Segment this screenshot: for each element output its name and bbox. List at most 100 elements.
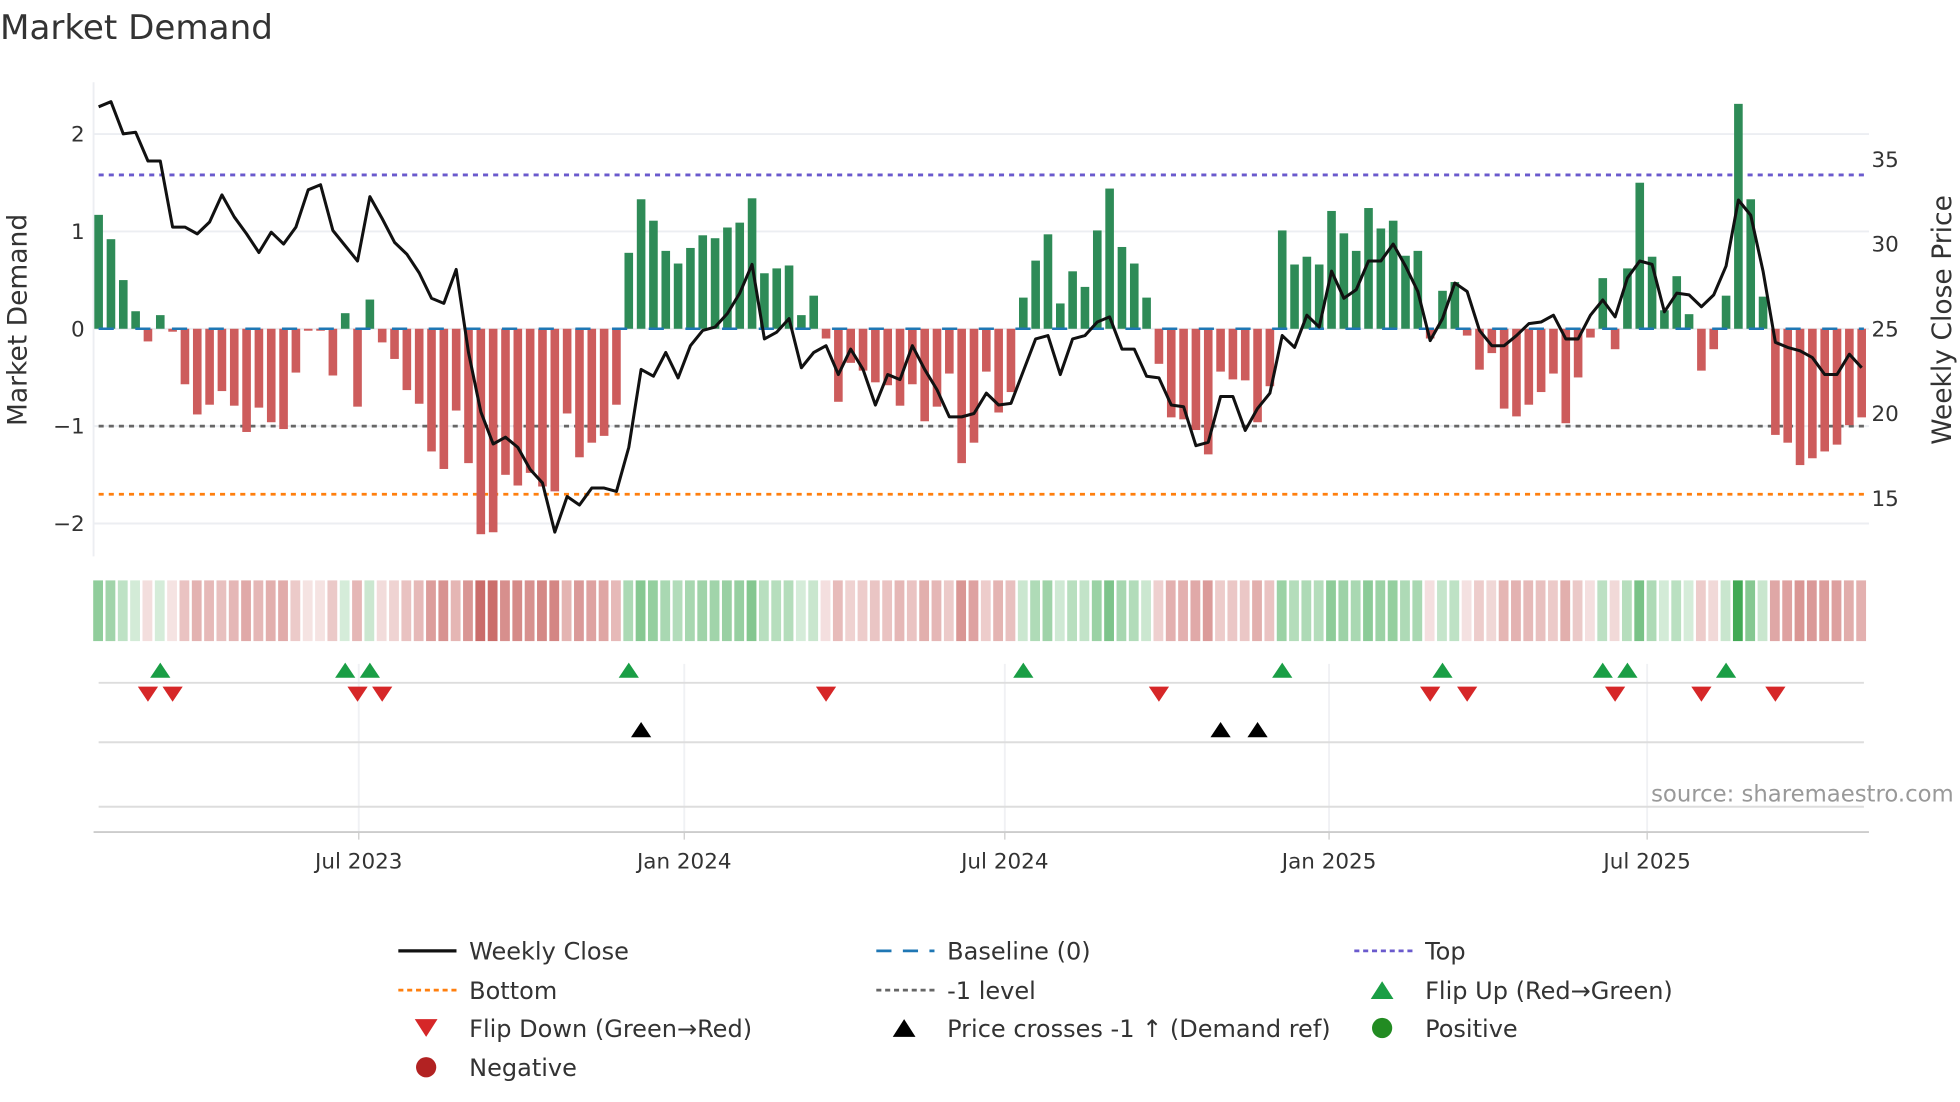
circle-icon — [416, 1057, 437, 1078]
triangle-up-icon — [1370, 981, 1394, 999]
negative-demand-bar — [1783, 328, 1793, 443]
positive-demand-bar — [155, 315, 165, 329]
negative-demand-bar — [994, 328, 1003, 413]
negative-demand-bar — [957, 328, 966, 464]
negative-demand-bar — [390, 328, 399, 359]
legend: Weekly Close Baseline (0) Top Bottom -1 leve… — [398, 938, 1673, 1082]
reference-lines — [98, 173, 1864, 496]
y2-axis-label: Weekly Close Price — [1927, 195, 1958, 445]
positive-demand-bar — [1142, 297, 1151, 329]
positive-demand-bar — [1019, 297, 1028, 329]
y-axis-label: Market Demand — [3, 214, 34, 426]
heatmap-cell — [697, 580, 708, 642]
heatmap-cell — [364, 580, 375, 642]
negative-demand-bar — [932, 328, 942, 407]
legend-item-flip-down: Flip Down (Green→Red) — [414, 1015, 752, 1043]
heatmap-cell — [1067, 580, 1077, 642]
positive-demand-bar — [710, 238, 720, 329]
heatmap-cell — [1017, 580, 1028, 642]
event-markers — [93, 662, 1869, 833]
positive-demand-bar — [636, 199, 646, 329]
legend-item-price-cross: Price crosses -1 ↑ (Demand ref) — [892, 1015, 1331, 1043]
heatmap-cell — [1116, 580, 1127, 642]
heatmap-cell — [228, 580, 239, 642]
negative-demand-bar — [476, 328, 486, 535]
legend-item-minus-one: -1 level — [876, 977, 1036, 1005]
price-cross-marker — [630, 722, 652, 738]
x-tick-label: Jan 2024 — [635, 850, 732, 875]
date-axis-ticks: Jul 2023 Jan 2024 Jul 2024 Jan 2025 Jul 2025 — [313, 832, 1691, 875]
heatmap-cell — [1585, 580, 1595, 642]
negative-demand-bar — [1697, 328, 1706, 371]
price-line-group — [98, 100, 1863, 534]
heatmap-cell — [537, 580, 547, 642]
negative-demand-bar — [1536, 328, 1546, 393]
negative-demand-bar — [871, 328, 880, 383]
negative-demand-bar — [846, 328, 856, 363]
positive-demand-bar — [1031, 260, 1040, 329]
heatmap-cell — [894, 580, 905, 642]
positive-demand-bar — [772, 268, 782, 329]
heatmap-cell — [586, 580, 597, 642]
y-tick-label: 2 — [71, 123, 85, 148]
positive-demand-bar — [735, 222, 745, 329]
negative-demand-bar — [575, 328, 584, 458]
heatmap-cell — [1486, 580, 1497, 642]
heatmap-cell — [869, 580, 880, 642]
heatmap-cell — [1548, 580, 1558, 642]
heatmap-cell — [1239, 580, 1250, 642]
positive-demand-bar — [1314, 264, 1324, 329]
positive-demand-bar — [340, 313, 350, 329]
negative-demand-bar — [1771, 328, 1780, 435]
heatmap-cell — [487, 580, 498, 642]
positive-demand-bar — [131, 311, 140, 329]
negative-demand-bar — [1166, 328, 1176, 418]
heatmap-cell — [1732, 580, 1743, 642]
heatmap-cell — [1153, 580, 1164, 642]
heatmap-cell — [1141, 580, 1151, 642]
negative-demand-bar — [1240, 328, 1250, 381]
heatmap-cell — [857, 580, 868, 642]
y2-tick-label: 35 — [1871, 148, 1898, 173]
positive-demand-bar — [1277, 230, 1287, 329]
legend-label: Flip Down (Green→Red) — [469, 1015, 752, 1043]
positive-demand-bar — [1080, 286, 1090, 329]
heatmap-cell — [598, 580, 609, 642]
y2-tick-label: 20 — [1871, 402, 1898, 427]
positive-demand-bar — [1438, 290, 1447, 329]
positive-demand-bar — [1055, 303, 1065, 329]
legend-label: Bottom — [469, 977, 557, 1005]
legend-label: Weekly Close — [469, 938, 629, 966]
flip-up-marker — [1272, 662, 1293, 678]
heatmap-cell — [339, 580, 350, 642]
heatmap-cell — [1535, 580, 1546, 642]
positive-demand-bar — [784, 265, 794, 329]
heatmap-cell — [1597, 580, 1608, 642]
heatmap-cell — [1104, 580, 1114, 642]
heatmap-cell — [426, 580, 436, 642]
y-tick-label: −2 — [53, 512, 85, 537]
heatmap-cell — [1190, 580, 1201, 642]
heatmap-cell — [413, 580, 424, 642]
heatmap-cell — [1523, 580, 1534, 642]
negative-demand-bar — [1573, 328, 1583, 378]
flip-up-marker — [1013, 662, 1034, 678]
heatmap-cell — [1658, 580, 1669, 642]
flip-up-marker — [1592, 662, 1613, 678]
negative-demand-bar — [1462, 328, 1472, 336]
heatmap-cell — [611, 580, 621, 642]
flip-up-marker — [1432, 662, 1453, 678]
negative-demand-bar — [1475, 328, 1484, 370]
legend-label: Negative — [469, 1054, 577, 1082]
heatmap-cell — [1745, 580, 1756, 642]
heatmap-cell — [1708, 580, 1719, 642]
negative-demand-bar — [464, 328, 473, 464]
positive-demand-bar — [1635, 182, 1645, 329]
positive-demand-bar — [809, 295, 819, 329]
positive-demand-bar — [1376, 228, 1386, 329]
positive-demand-bar — [1092, 230, 1102, 329]
positive-demand-bar — [760, 273, 769, 329]
negative-demand-bar — [229, 328, 239, 406]
circle-icon — [1372, 1017, 1393, 1039]
